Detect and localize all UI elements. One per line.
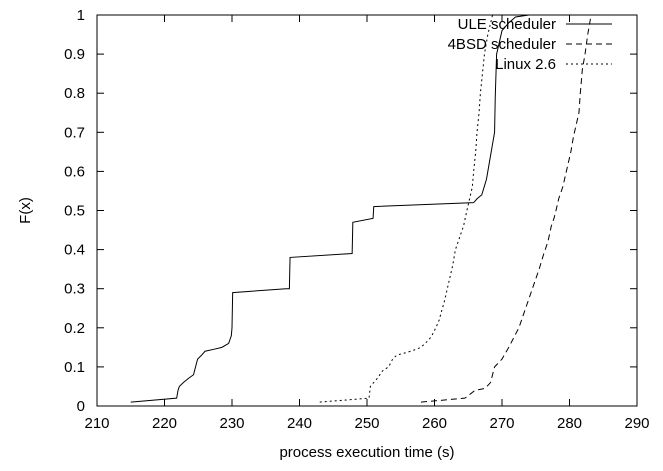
legend: ULE scheduler 4BSD scheduler Linux 2.6 <box>448 16 612 73</box>
y-tick-label: 0.8 <box>64 85 85 102</box>
y-tick-label: 0 <box>77 398 85 415</box>
x-tick-label: 240 <box>287 415 312 432</box>
legend-label: ULE scheduler <box>458 16 556 33</box>
series-line-1 <box>420 14 592 403</box>
series-layer <box>130 14 592 403</box>
series-line-0 <box>130 14 543 403</box>
x-tick-label: 280 <box>557 415 582 432</box>
y-tick-label: 0.3 <box>64 281 85 298</box>
x-tick-label: 210 <box>84 415 109 432</box>
y-tick-label: 1 <box>77 7 85 24</box>
x-tick-label: 290 <box>624 415 649 432</box>
x-tick-label: 220 <box>152 415 177 432</box>
legend-label: Linux 2.6 <box>495 56 556 73</box>
axes: 210 220 230 240 250 260 270 280 290 0 0.1 0.2 0.3 0.4… <box>64 7 649 432</box>
y-tick-label: 0.5 <box>64 203 85 220</box>
x-tick-label: 230 <box>219 415 244 432</box>
x-axis-label: process execution time (s) <box>279 444 454 461</box>
y-axis-label: F(x) <box>17 197 34 224</box>
x-tick-label: 270 <box>489 415 514 432</box>
y-tick-label: 0.1 <box>64 359 85 376</box>
y-tick-label: 0.2 <box>64 320 85 337</box>
y-tick-label: 0.7 <box>64 124 85 141</box>
y-tick-label: 0.6 <box>64 163 85 180</box>
x-tick-label: 260 <box>422 415 447 432</box>
y-tick-label: 0.4 <box>64 242 85 259</box>
series-line-2 <box>319 14 494 403</box>
x-tick-label: 250 <box>354 415 379 432</box>
y-tick-label: 0.9 <box>64 46 85 63</box>
legend-label: 4BSD scheduler <box>448 36 556 53</box>
